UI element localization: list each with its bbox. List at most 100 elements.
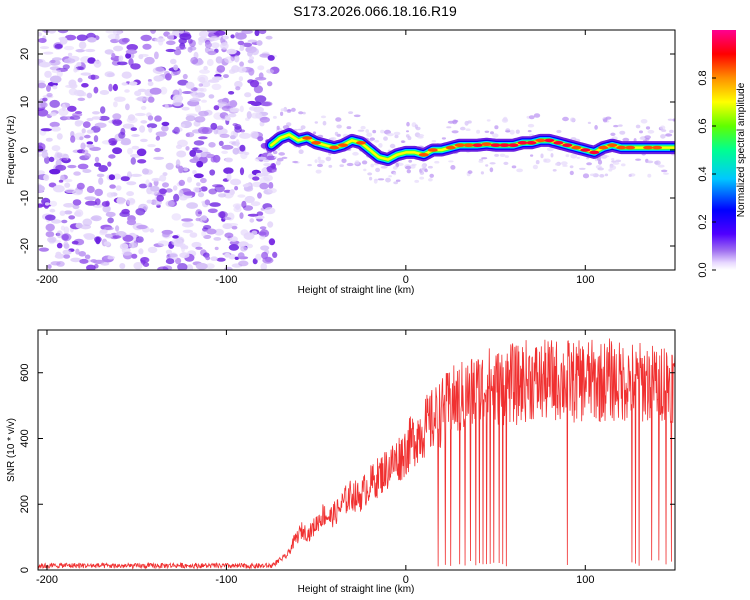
ridge-halo [441,137,446,140]
noise-blob [70,135,76,143]
noise-blob [63,243,70,249]
noise-blob [182,229,194,234]
noise-blob [247,39,258,43]
noise-blob [216,125,224,130]
ridge-halo [424,169,428,173]
noise-blob [221,150,229,154]
noise-blob [140,138,148,143]
noise-blob [113,101,118,108]
noise-blob [38,247,50,252]
noise-blob [75,222,83,229]
noise-blob [260,262,268,270]
ridge-halo [467,170,473,174]
noise-blob [56,133,63,140]
noise-blob [49,121,60,128]
ridge-halo [587,121,592,124]
noise-blob [83,233,95,239]
ridge-halo [622,137,630,142]
noise-blob [207,30,217,34]
noise-blob [105,211,116,218]
noise-blob [159,188,167,195]
noise-blob [47,236,57,243]
noise-blob [199,87,207,93]
top-x-tick-label: -100 [215,274,237,286]
noise-blob [216,257,226,262]
noise-blob [151,177,161,182]
noise-blob [76,49,85,53]
noise-blob [145,179,150,187]
ridge-halo [352,151,359,156]
noise-blob [119,263,126,269]
ridge-halo [569,170,574,176]
noise-blob [80,142,86,150]
noise-blob [57,30,69,34]
ridge-halo [476,129,481,134]
noise-blob [148,127,153,133]
noise-blob [54,253,65,259]
noise-blob [228,244,240,251]
noise-blob [98,177,104,185]
bottom-y-ticks: 0 200 400 600 [19,364,675,573]
noise-blob [147,79,152,82]
noise-blob [116,61,128,66]
noise-blob [199,76,206,83]
noise-blob [223,74,229,79]
noise-blob [237,66,247,73]
noise-blob [119,243,129,250]
noise-blob [75,248,80,255]
top-x-axis-title: Height of straight line (km) [298,285,415,296]
noise-blob [229,99,238,108]
noise-blob [197,192,205,198]
ridge-halo [535,160,540,165]
noise-blob [257,136,264,142]
ridge-halo [602,155,610,158]
ridge-halo [297,128,304,131]
ridge-halo [485,164,489,167]
noise-blob [63,58,76,64]
ridge-halo [374,139,380,143]
noise-blob [73,171,81,176]
noise-blob [237,194,246,198]
noise-blob [199,69,210,74]
noise-blob [87,57,96,64]
ridge-peak [302,136,313,140]
noise-blob [49,208,56,213]
noise-blob [49,168,61,175]
ridge-halo [647,129,655,134]
noise-blob [193,186,200,193]
ridge-halo [589,173,596,177]
noise-blob [77,77,83,83]
ridge-halo [672,118,675,122]
noise-blob [127,147,133,155]
ridge-halo [282,125,290,130]
top-x-tick-label: -200 [36,274,58,286]
noise-blob [207,208,218,214]
noise-blob [126,191,134,197]
noise-blob [259,116,270,123]
ridge-peak [607,143,618,147]
noise-blob [126,116,138,124]
noise-blob [41,151,49,159]
noise-blob [246,243,253,249]
ridge-halo [645,126,651,130]
noise-blob [86,185,95,194]
noise-blob [126,219,137,226]
ridge-halo [334,131,339,136]
noise-blob [165,258,175,265]
noise-blob [113,96,126,102]
noise-blob [77,163,89,170]
noise-blob [135,236,144,243]
noise-blob [244,151,250,156]
noise-blob [259,182,269,190]
noise-blob [121,71,132,79]
ridge-halo [348,111,354,114]
noise-blob [81,128,86,134]
noise-blob [61,233,72,242]
ridge-halo [570,117,576,123]
noise-blob [166,40,176,46]
noise-blob [193,173,204,179]
ridge-halo [365,129,370,133]
bottom-x-ticks: -200 -100 0 100 [36,330,594,586]
noise-blob [194,116,206,123]
